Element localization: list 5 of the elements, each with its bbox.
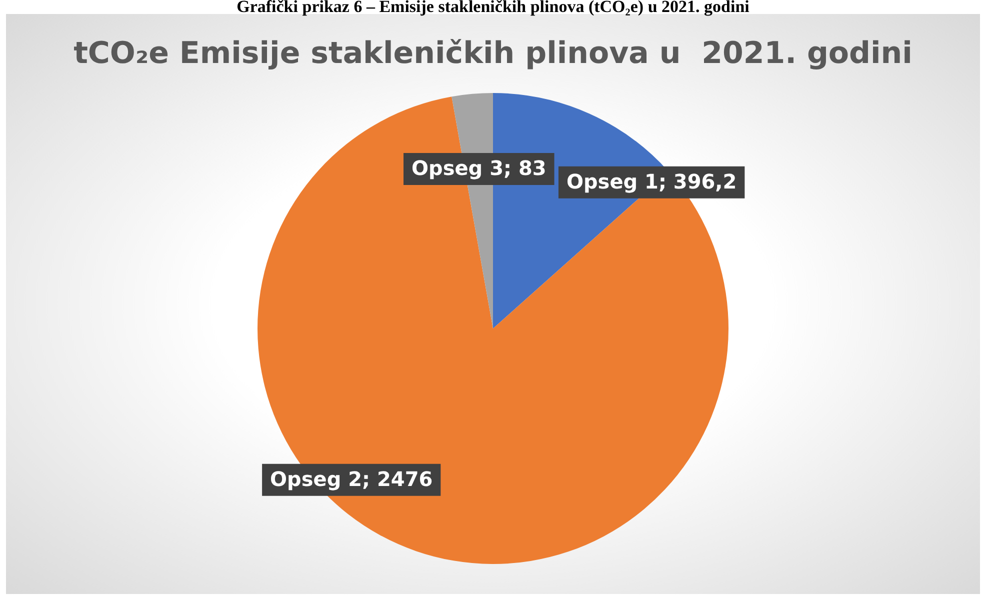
slice-label: Opseg 3; 83 <box>412 156 546 180</box>
slice-label: Opseg 1; 396,2 <box>566 170 737 194</box>
text: Grafički prikaz 6 – Emisije stakleničkih plinova (tCO₂e) u 2021. godini <box>236 0 750 16</box>
chart-title: tCO₂e Emisije stakleničkih plinova u 2021. godini <box>74 36 912 71</box>
slice-label: Opseg 2; 2476 <box>270 467 433 492</box>
